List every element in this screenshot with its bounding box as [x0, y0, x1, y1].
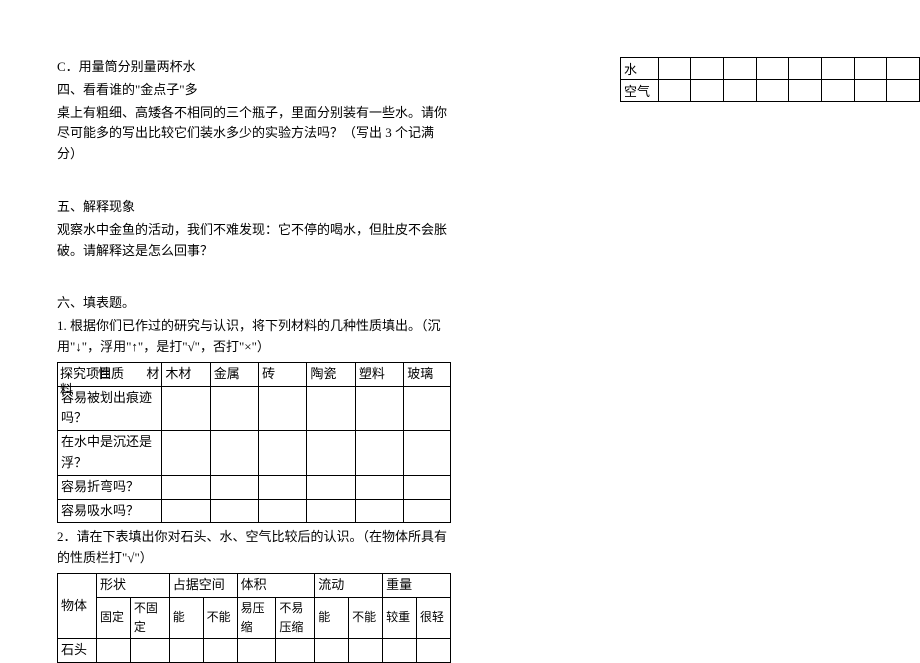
- material-header: 金属: [210, 362, 258, 386]
- answer-cell: [821, 58, 854, 80]
- answer-cell: [259, 499, 307, 523]
- material-header: 陶瓷: [307, 362, 355, 386]
- answer-cell: [887, 80, 920, 102]
- answer-cell: [210, 499, 258, 523]
- answer-cell: [724, 58, 757, 80]
- answer-cell: [210, 431, 258, 476]
- answer-cell: [162, 431, 210, 476]
- section-5-body: 观察水中金鱼的活动，我们不难发现：它不停的喝水，但肚皮不会胀破。请解释这是怎么回…: [57, 220, 451, 262]
- answer-cell: [307, 475, 355, 499]
- right-table-wrap: 水 空气: [620, 57, 920, 102]
- answer-cell: [404, 386, 451, 431]
- answer-cell: [789, 58, 822, 80]
- sub-header: 不固定: [130, 597, 169, 638]
- answer-cell: [210, 386, 258, 431]
- answer-cell: [162, 475, 210, 499]
- section-4-body: 桌上有粗细、高矮各不相同的三个瓶子，里面分别装有一些水。请你尽可能多的写出比较它…: [57, 103, 451, 165]
- diag-label: 材: [146, 364, 159, 385]
- answer-cell: [691, 80, 724, 102]
- sub-header: 不能: [203, 597, 237, 638]
- answer-cell: [854, 58, 887, 80]
- answer-cell: [162, 386, 210, 431]
- answer-cell: [821, 80, 854, 102]
- answer-cell: [887, 58, 920, 80]
- section-6-q1: 1. 根据你们已作过的研究与认识，将下列材料的几种性质填出。（沉用"↓"，浮用"…: [57, 316, 451, 358]
- section-6-q2: 2．请在下表填出你对石头、水、空气比较后的认识。（在物体所具有的性质栏打"√"）: [57, 527, 451, 569]
- answer-cell: [658, 80, 691, 102]
- answer-cell: [307, 431, 355, 476]
- sub-header: 能: [315, 597, 349, 638]
- material-header: 塑料: [355, 362, 403, 386]
- table-1-wrap: 性质 材 料 探究项目 木材 金属 砖 陶瓷 塑料 玻璃 容易被划出痕迹吗？ 在…: [57, 362, 451, 524]
- answer-cell: [404, 431, 451, 476]
- table-row: 容易吸水吗？: [58, 499, 451, 523]
- question-cell: 容易被划出痕迹吗？: [58, 386, 162, 431]
- materials-table: 性质 材 料 探究项目 木材 金属 砖 陶瓷 塑料 玻璃 容易被划出痕迹吗？ 在…: [57, 362, 451, 524]
- answer-cell: [355, 499, 403, 523]
- prop-header: 重量: [383, 573, 451, 597]
- answer-cell: [355, 475, 403, 499]
- answer-cell: [259, 386, 307, 431]
- prop-header: 形状: [97, 573, 170, 597]
- answer-cell: [259, 431, 307, 476]
- answer-cell: [789, 80, 822, 102]
- material-header: 玻璃: [404, 362, 451, 386]
- left-column: C．用量筒分别量两杯水 四、看看谁的"金点子"多 桌上有粗细、高矮各不相同的三个…: [57, 57, 451, 663]
- row-label: 水: [621, 58, 659, 80]
- answer-cell: [404, 475, 451, 499]
- answer-cell: [210, 475, 258, 499]
- answer-cell: [259, 475, 307, 499]
- sub-header: 较重: [383, 597, 417, 638]
- answer-cell: [404, 499, 451, 523]
- prop-header: 流动: [315, 573, 383, 597]
- water-air-table: 水 空气: [620, 57, 920, 102]
- prop-header: 体积: [237, 573, 315, 597]
- table-row: 容易被划出痕迹吗？: [58, 386, 451, 431]
- material-header: 木材: [162, 362, 210, 386]
- answer-cell: [355, 386, 403, 431]
- answer-cell: [756, 80, 789, 102]
- sub-header: 很轻: [416, 597, 450, 638]
- section-5-title: 五、解释现象: [57, 197, 451, 218]
- diag-label: 探究项目: [60, 364, 112, 385]
- sub-header: 易压缩: [237, 597, 276, 638]
- prop-header: 占据空间: [169, 573, 237, 597]
- table-row: 在水中是沉还是浮？: [58, 431, 451, 476]
- question-cell: 在水中是沉还是浮？: [58, 431, 162, 476]
- answer-cell: [355, 431, 403, 476]
- table-row: 物体 形状 占据空间 体积 流动 重量: [58, 573, 451, 597]
- material-header: 砖: [259, 362, 307, 386]
- table-row: 性质 材 料 探究项目 木材 金属 砖 陶瓷 塑料 玻璃: [58, 362, 451, 386]
- answer-cell: [691, 58, 724, 80]
- answer-cell: [307, 499, 355, 523]
- answer-cell: [724, 80, 757, 102]
- answer-cell: [307, 386, 355, 431]
- question-cell: 容易折弯吗？: [58, 475, 162, 499]
- question-cell: 容易吸水吗？: [58, 499, 162, 523]
- sub-header: 不易压缩: [276, 597, 315, 638]
- diag-header-cell: 性质 材 料 探究项目: [58, 362, 162, 386]
- answer-cell: [658, 58, 691, 80]
- table-row: 水: [621, 58, 920, 80]
- section-4-title: 四、看看谁的"金点子"多: [57, 80, 451, 101]
- answer-cell: [756, 58, 789, 80]
- row-label-cell: 物体: [58, 573, 97, 638]
- sub-header: 不能: [349, 597, 383, 638]
- table-row: 固定 不固定 能 不能 易压缩 不易压缩 能 不能 较重 很轻: [58, 597, 451, 638]
- sub-header: 能: [169, 597, 203, 638]
- compare-table: 物体 形状 占据空间 体积 流动 重量 固定 不固定 能 不能 易压缩 不易压缩…: [57, 573, 451, 663]
- table-row: 空气: [621, 80, 920, 102]
- sub-header: 固定: [97, 597, 131, 638]
- answer-cell: [854, 80, 887, 102]
- answer-cell: [162, 499, 210, 523]
- section-6-title: 六、填表题。: [57, 293, 451, 314]
- option-c-text: C．用量筒分别量两杯水: [57, 57, 451, 78]
- table-row: 容易折弯吗？: [58, 475, 451, 499]
- row-label: 空气: [621, 80, 659, 102]
